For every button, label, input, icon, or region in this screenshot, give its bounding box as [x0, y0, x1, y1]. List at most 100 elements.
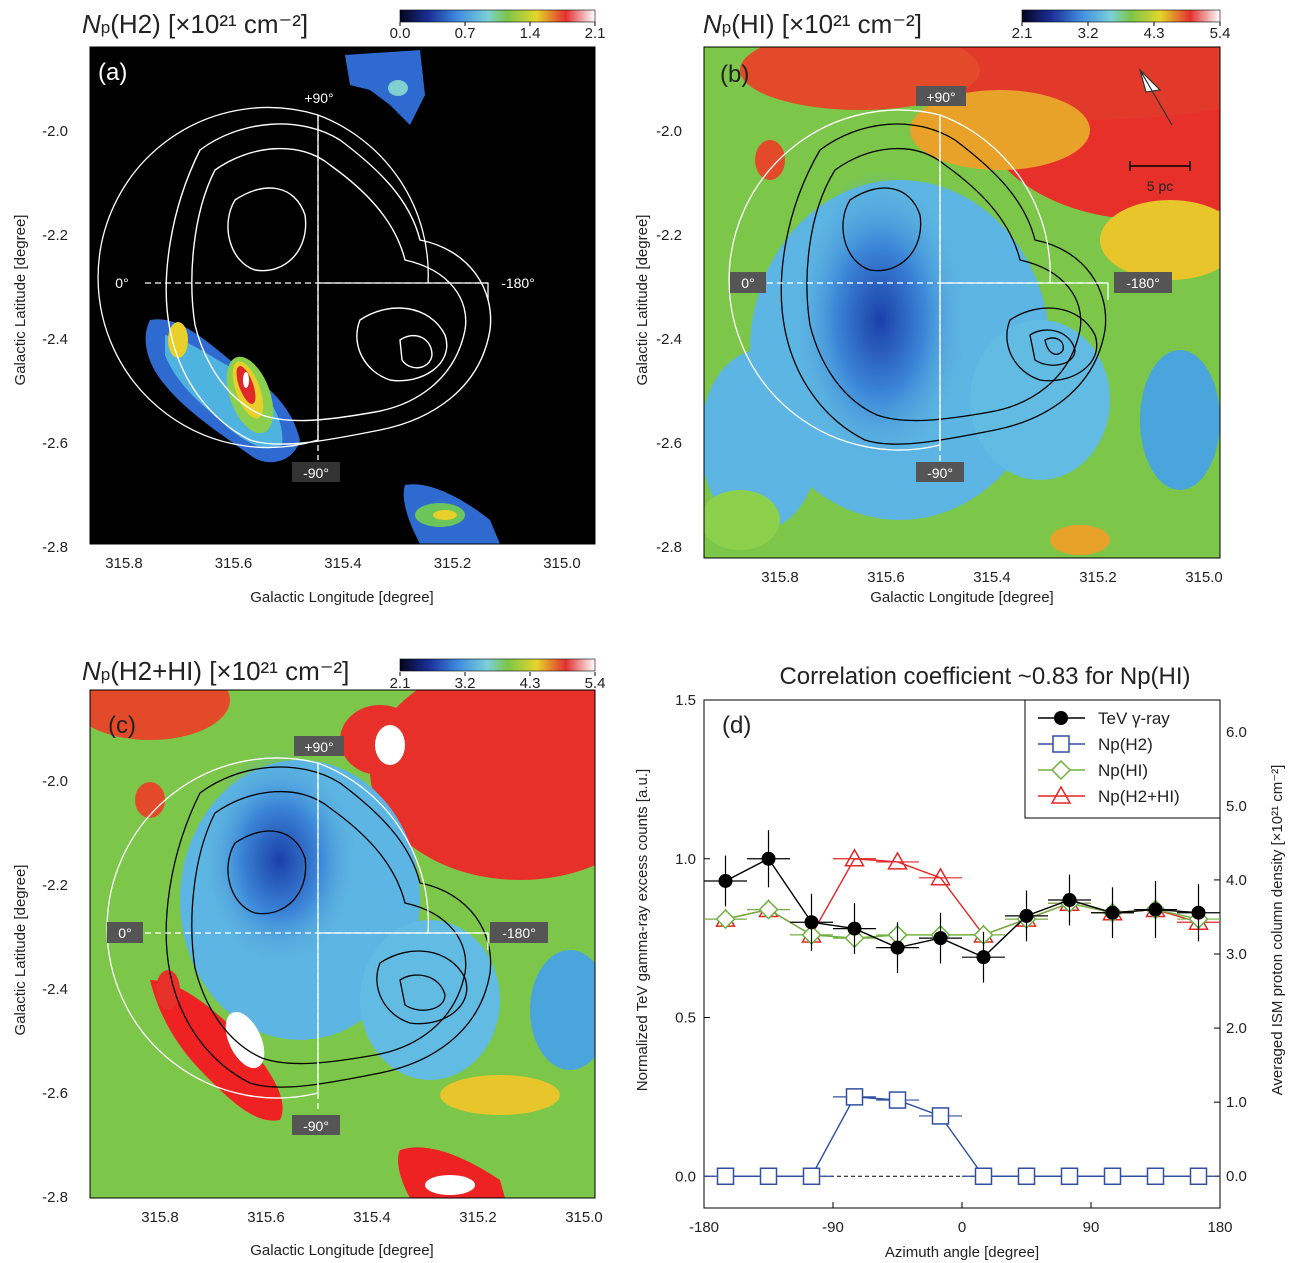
panel-b-title: Np(HI) [×10²¹ cm⁻²] [703, 9, 922, 39]
chart-x-tick-label: 0 [958, 1219, 966, 1236]
panel-b-letter: (b) [720, 61, 749, 88]
chart-ylabel: Normalized TeV gamma-ray excess counts [… [634, 769, 651, 1091]
chart-letter: (d) [722, 712, 751, 739]
x-tick-label: 315.0 [543, 555, 581, 572]
panel-c-title: Np(H2+HI) [×10²¹ cm⁻²] [82, 656, 349, 686]
data-point [1017, 1167, 1036, 1185]
y-tick-label: -2.0 [656, 123, 682, 140]
chart-y2-tick-label: 6.0 [1226, 724, 1247, 741]
chart-y-tick-label: 1.0 [675, 851, 696, 868]
chart-y2-tick-label: 1.0 [1226, 1094, 1247, 1111]
y-tick-label: -2.2 [42, 227, 68, 244]
y-tick-label: -2.6 [656, 435, 682, 452]
legend-label: TeV γ-ray [1098, 709, 1170, 728]
data-point [1060, 1167, 1079, 1185]
y-tick-label: -2.4 [42, 331, 68, 348]
colorbar-tick-label: 3.2 [455, 675, 476, 692]
panel-b: +90° -90° 0° -180° (b) 5 pc Np(HI) [×10²… [634, 9, 1231, 606]
y-tick-label: -2.8 [656, 539, 682, 556]
chart-x-tick-label: -180 [689, 1219, 719, 1236]
colorbar-tick-label: 1.4 [520, 25, 541, 42]
x-tick-label: 315.2 [434, 555, 472, 572]
data-point [1148, 902, 1163, 917]
panel-a: +90° -90° 0° -180° (a) Np(H2) [×10²¹ cm⁻… [12, 9, 605, 606]
colorbar-tick-label: 0.7 [455, 25, 476, 42]
data-point [1103, 1167, 1122, 1185]
data-point [1019, 908, 1034, 923]
data-point [1054, 711, 1068, 725]
x-tick-label: 315.2 [459, 1209, 497, 1226]
x-tick-label: 315.0 [1185, 569, 1223, 586]
x-tick-label: 315.8 [761, 569, 799, 586]
panel-a-colorbar [399, 9, 596, 23]
panel-b-az-right: -180° [1126, 275, 1160, 291]
colorbar-tick-label: 2.1 [1012, 25, 1033, 42]
x-tick-label: 315.2 [1079, 569, 1117, 586]
x-tick-label: 315.4 [324, 555, 362, 572]
y-tick-label: -2.8 [42, 539, 68, 556]
panel-a-ylabel: Galactic Latitude [degree] [12, 215, 29, 386]
data-point [888, 1091, 907, 1109]
chart-y2-tick-label: 2.0 [1226, 1020, 1247, 1037]
data-point [844, 848, 865, 867]
data-point [1189, 1167, 1208, 1185]
x-tick-label: 315.6 [215, 555, 253, 572]
scale-bar-label: 5 pc [1147, 178, 1173, 194]
data-point [845, 1088, 864, 1106]
legend-label: Np(H2+HI) [1098, 787, 1180, 806]
panel-b-xlabel: Galactic Longitude [degree] [870, 589, 1053, 606]
data-point [976, 950, 991, 965]
x-tick-label: 315.6 [247, 1209, 285, 1226]
y-tick-label: -2.6 [42, 1085, 68, 1102]
colorbar-tick-label: 3.2 [1078, 25, 1099, 42]
colorbar-tick-label: 5.4 [585, 675, 606, 692]
data-point [1050, 759, 1072, 781]
data-point [1062, 893, 1077, 908]
panel-d-chart: Correlation coefficient ~0.83 for Np(HI)… [634, 663, 1286, 1261]
x-tick-label: 315.0 [565, 1209, 603, 1226]
y-tick-label: -2.0 [42, 123, 68, 140]
compass-arrow-icon [1138, 67, 1173, 126]
colorbar-tick-label: 4.3 [1144, 25, 1165, 42]
panel-c-colorbar [399, 658, 596, 672]
data-point [974, 1167, 993, 1185]
data-point [1146, 1167, 1165, 1185]
y-tick-label: -2.2 [42, 877, 68, 894]
data-point [804, 915, 819, 930]
panel-c-ylabel: Galactic Latitude [degree] [12, 865, 29, 1036]
colorbar-tick-label: 2.1 [585, 25, 606, 42]
panel-a-az-bottom: -90° [303, 465, 329, 481]
panel-a-title: Np(H2) [×10²¹ cm⁻²] [82, 9, 308, 39]
data-point [761, 851, 776, 866]
y-tick-label: -2.6 [42, 435, 68, 452]
data-point [933, 931, 948, 946]
panel-a-az-top: +90° [304, 90, 333, 106]
data-point [718, 873, 733, 888]
x-tick-label: 315.4 [973, 569, 1011, 586]
panel-c-az-right: -180° [502, 925, 536, 941]
panel-a-map [90, 47, 595, 544]
panel-b-az-left: 0° [741, 275, 754, 291]
data-point [1191, 905, 1206, 920]
data-point [887, 851, 908, 870]
data-point [759, 1167, 778, 1185]
panel-b-az-top: +90° [926, 89, 955, 105]
data-point [1050, 785, 1072, 804]
chart-y2-tick-label: 0.0 [1226, 1168, 1247, 1185]
panel-c-az-bottom: -90° [303, 1118, 329, 1134]
legend-label: Np(H2) [1098, 735, 1153, 754]
y-tick-label: -2.0 [42, 773, 68, 790]
chart-legend: TeV γ-ray Np(H2) Np(HI) Np(H2+HI) [1024, 699, 1221, 819]
data-point [847, 921, 862, 936]
data-point [931, 1107, 950, 1125]
panel-b-ylabel: Galactic Latitude [degree] [634, 215, 651, 386]
x-tick-label: 315.6 [867, 569, 905, 586]
panel-a-az-right: -180° [501, 275, 535, 291]
y-tick-label: -2.4 [42, 981, 68, 998]
data-point [758, 899, 779, 920]
colorbar-tick-label: 5.4 [1210, 25, 1231, 42]
chart-y-tick-label: 0.5 [675, 1010, 696, 1027]
chart-y2-tick-label: 3.0 [1226, 946, 1247, 963]
x-tick-label: 315.8 [105, 555, 143, 572]
